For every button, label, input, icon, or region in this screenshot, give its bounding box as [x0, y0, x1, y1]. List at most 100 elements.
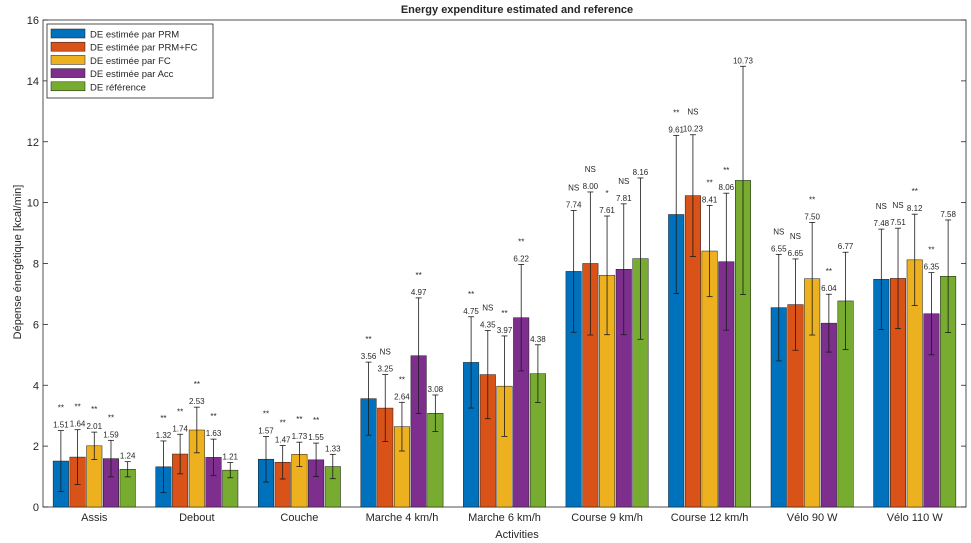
legend-entry: DE estimée par Acc: [90, 69, 174, 80]
x-tick-label: Course 9 km/h: [571, 512, 643, 524]
data-label: 6.04: [821, 284, 837, 293]
legend-swatch: [50, 55, 86, 65]
y-tick-label: 4: [33, 380, 39, 392]
significance-marker: **: [210, 412, 216, 421]
legend-swatch: [50, 41, 86, 52]
significance-marker: NS: [876, 202, 887, 211]
plot-area: 0 2 4 6 8 10 12 14 16 Assis 1.51 ** 1.64 ** 2.01 ** 1.59…: [27, 15, 967, 524]
significance-marker: **: [58, 404, 64, 413]
significance-marker: **: [313, 416, 319, 425]
data-label: 3.97: [497, 326, 513, 335]
data-label: 1.59: [103, 430, 119, 439]
significance-marker: NS: [892, 201, 903, 210]
legend: DE estimée par PRM DE estimée par PRM+FC D…: [46, 23, 214, 99]
legend-swatch: [50, 28, 86, 39]
x-tick-label: Assis: [81, 512, 108, 524]
significance-marker: **: [928, 246, 934, 255]
significance-marker: NS: [618, 177, 629, 186]
data-label: 2.53: [189, 397, 205, 406]
data-label: 6.35: [924, 263, 940, 272]
data-label: 6.77: [838, 242, 854, 251]
data-label: 4.35: [480, 320, 496, 329]
significance-marker: **: [706, 178, 712, 187]
data-label: 7.51: [890, 218, 906, 227]
significance-marker: NS: [568, 184, 579, 193]
x-tick-label: Couche: [280, 512, 318, 524]
data-label: 9.61: [668, 125, 684, 134]
significance-marker: **: [912, 187, 918, 196]
data-label: 2.64: [394, 392, 410, 401]
legend-swatch: [50, 81, 86, 92]
y-tick-label: 14: [27, 76, 39, 88]
data-label: 6.65: [788, 249, 804, 258]
data-label: 8.00: [583, 182, 599, 191]
significance-marker: **: [399, 375, 405, 384]
significance-marker: **: [723, 166, 729, 175]
legend-entry: DE référence: [90, 82, 146, 93]
x-tick-label: Course 12 km/h: [671, 512, 749, 524]
y-tick-label: 0: [33, 502, 39, 514]
y-tick-label: 16: [27, 15, 39, 27]
significance-marker: **: [809, 195, 815, 204]
data-label: 1.47: [275, 436, 291, 445]
data-label: 1.57: [258, 426, 274, 435]
significance-marker: **: [673, 108, 679, 117]
significance-marker: NS: [790, 232, 801, 241]
data-label: 7.61: [599, 206, 615, 215]
data-label: 2.01: [86, 422, 102, 431]
significance-marker: **: [263, 409, 269, 418]
x-tick-label: Marche 6 km/h: [468, 512, 541, 524]
y-axis-label: Dépense énergétique [kcal/min]: [12, 185, 24, 340]
significance-marker: **: [826, 267, 832, 276]
data-label: 3.08: [428, 385, 444, 394]
legend-entry: DE estimée par PRM: [90, 30, 179, 41]
significance-marker: **: [518, 237, 524, 246]
data-label: 3.56: [361, 352, 377, 361]
data-label: 1.21: [222, 453, 238, 462]
data-label: 7.74: [566, 201, 582, 210]
x-tick-label: Debout: [179, 512, 214, 524]
data-label: 8.12: [907, 204, 923, 213]
significance-marker: NS: [482, 303, 493, 312]
data-label: 4.97: [411, 288, 427, 297]
significance-marker: **: [365, 335, 371, 344]
significance-marker: NS: [687, 108, 698, 117]
legend-entry: DE estimée par FC: [90, 56, 171, 67]
y-tick-label: 6: [33, 319, 39, 331]
data-label: 10.73: [733, 56, 754, 65]
y-tick-label: 10: [27, 198, 39, 210]
data-label: 4.38: [530, 335, 546, 344]
data-label: 1.64: [70, 420, 86, 429]
data-label: 7.81: [616, 194, 632, 203]
chart-title: Energy expenditure estimated and referen…: [401, 4, 633, 16]
x-tick-label: Vélo 110 W: [887, 512, 944, 524]
data-label: 1.33: [325, 444, 341, 453]
data-label: 6.22: [513, 254, 529, 263]
data-label: 6.55: [771, 244, 787, 253]
data-label: 1.24: [120, 452, 136, 461]
data-label: 7.58: [940, 210, 956, 219]
data-label: 8.06: [719, 183, 735, 192]
significance-marker: *: [605, 189, 608, 198]
significance-marker: **: [501, 309, 507, 318]
data-label: 1.51: [53, 421, 69, 430]
data-label: 3.25: [377, 365, 393, 374]
data-label: 1.63: [206, 429, 222, 438]
legend-swatch: [50, 68, 86, 78]
y-tick-label: 8: [33, 259, 39, 271]
x-tick-label: Vélo 90 W: [787, 512, 838, 524]
significance-marker: **: [416, 271, 422, 280]
significance-marker: **: [177, 407, 183, 416]
significance-marker: NS: [773, 227, 784, 236]
y-tick-label: 2: [33, 441, 39, 453]
significance-marker: **: [160, 414, 166, 423]
significance-marker: **: [74, 403, 80, 412]
significance-marker: **: [91, 405, 97, 414]
data-label: 4.75: [463, 307, 479, 316]
data-label: 8.41: [702, 195, 718, 204]
data-label: 7.50: [804, 212, 820, 221]
data-label: 1.74: [172, 424, 188, 433]
x-tick-label: Marche 4 km/h: [366, 512, 439, 524]
significance-marker: **: [280, 419, 286, 428]
